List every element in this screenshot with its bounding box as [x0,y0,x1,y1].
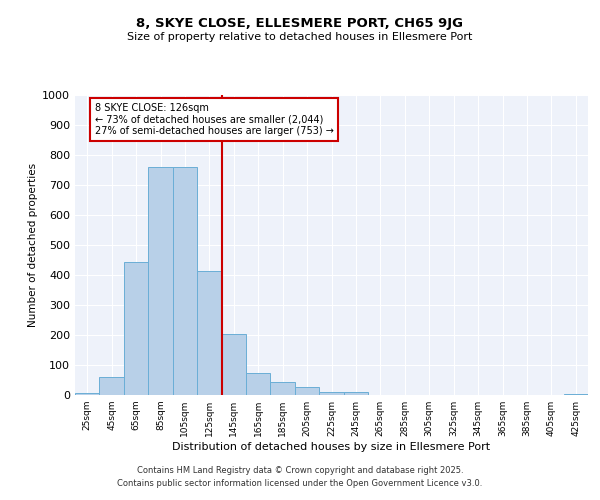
Bar [344,392,368,395]
Bar [246,372,271,395]
Bar [173,167,197,395]
Bar [295,386,319,395]
Text: 8 SKYE CLOSE: 126sqm
← 73% of detached houses are smaller (2,044)
27% of semi-de: 8 SKYE CLOSE: 126sqm ← 73% of detached h… [95,102,334,136]
Bar [319,392,344,395]
Text: Contains HM Land Registry data © Crown copyright and database right 2025.
Contai: Contains HM Land Registry data © Crown c… [118,466,482,487]
Bar [148,167,173,395]
Bar [271,382,295,395]
Bar [197,270,221,395]
Text: 8, SKYE CLOSE, ELLESMERE PORT, CH65 9JG: 8, SKYE CLOSE, ELLESMERE PORT, CH65 9JG [137,18,464,30]
Bar [221,334,246,395]
Y-axis label: Number of detached properties: Number of detached properties [28,163,38,327]
X-axis label: Distribution of detached houses by size in Ellesmere Port: Distribution of detached houses by size … [172,442,491,452]
Bar [563,394,588,395]
Bar [124,262,148,395]
Text: Size of property relative to detached houses in Ellesmere Port: Size of property relative to detached ho… [127,32,473,42]
Bar [75,392,100,395]
Bar [100,377,124,395]
